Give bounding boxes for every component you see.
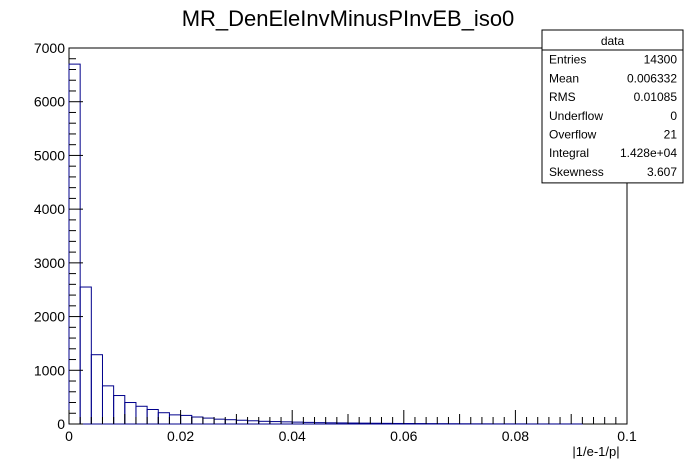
histogram-bar <box>191 416 204 425</box>
stats-row-value: 0.01085 <box>634 90 678 104</box>
histogram-bar <box>135 405 148 425</box>
stats-row-label: Integral <box>549 146 589 160</box>
stats-row-label: Skewness <box>549 165 604 179</box>
x-tick-label: 0.1 <box>617 428 637 444</box>
x-axis-label: |1/e-1/p| <box>572 444 619 459</box>
histogram-bar <box>202 417 215 425</box>
stats-row-label: RMS <box>549 90 576 104</box>
histogram-bar <box>325 422 338 425</box>
stats-row-value: 0 <box>670 109 677 123</box>
chart-title: MR_DenEleInvMinusPInvEB_iso0 <box>182 6 515 31</box>
histogram-bar <box>380 422 394 425</box>
y-tick-label: 0 <box>57 416 65 432</box>
histogram-bar <box>168 414 182 425</box>
x-tick-label: 0 <box>65 428 73 444</box>
histogram-bar <box>291 421 304 425</box>
stats-row-value: 1.428e+04 <box>620 146 677 160</box>
histogram-bar <box>124 402 137 425</box>
histogram-bar <box>90 354 103 425</box>
histogram-bar <box>79 286 92 425</box>
histogram-bar <box>180 414 193 425</box>
y-tick-label: 3000 <box>34 255 65 271</box>
histogram-bar <box>224 419 237 425</box>
y-tick-label: 6000 <box>34 94 65 110</box>
stats-box-frame <box>541 29 684 184</box>
stats-row-label: Mean <box>549 71 579 85</box>
histogram-bar <box>280 421 293 425</box>
histogram-bar <box>302 421 316 425</box>
stats-row-label: Entries <box>549 53 586 67</box>
plot-area: 0 1000 2000 3000 4000 5000 6000 7000 0 0.02 0.04 0.… <box>34 40 637 444</box>
stats-box: data Entries 14300 Mean 0.006332 RMS 0.01085 Un… <box>541 29 684 184</box>
histogram-bar <box>392 422 405 425</box>
histogram-bar <box>213 418 226 425</box>
stats-row-label: Underflow <box>549 109 603 123</box>
histogram-bar <box>247 420 260 425</box>
histogram-bar <box>157 412 170 425</box>
stats-row-value: 14300 <box>644 53 678 67</box>
histogram-bar <box>258 420 271 425</box>
stats-row-label: Overflow <box>549 128 597 142</box>
histogram-bar <box>146 408 159 425</box>
y-tick-label: 1000 <box>34 362 65 378</box>
histogram-bar <box>358 422 371 425</box>
y-tick-label: 5000 <box>34 147 65 163</box>
histogram-bar <box>235 419 249 425</box>
stats-row-value: 0.006332 <box>627 71 677 85</box>
y-tick-label: 2000 <box>34 309 65 325</box>
stats-row-value: 21 <box>664 128 678 142</box>
histogram-bar <box>314 422 327 425</box>
histogram-bar <box>369 422 382 425</box>
histogram-bar <box>336 422 349 425</box>
stats-box-title: data <box>601 34 625 48</box>
y-tick-label: 4000 <box>34 201 65 217</box>
histogram-bar <box>269 421 282 425</box>
histogram-bar <box>347 422 360 425</box>
histogram-bar <box>101 385 115 425</box>
x-tick-label: 0.04 <box>279 428 306 444</box>
x-tick-label: 0.08 <box>502 428 529 444</box>
y-tick-label: 7000 <box>34 40 65 56</box>
histogram-bar <box>113 395 126 425</box>
x-tick-label: 0.06 <box>390 428 417 444</box>
stats-row-value: 3.607 <box>647 165 677 179</box>
x-tick-label: 0.02 <box>167 428 194 444</box>
